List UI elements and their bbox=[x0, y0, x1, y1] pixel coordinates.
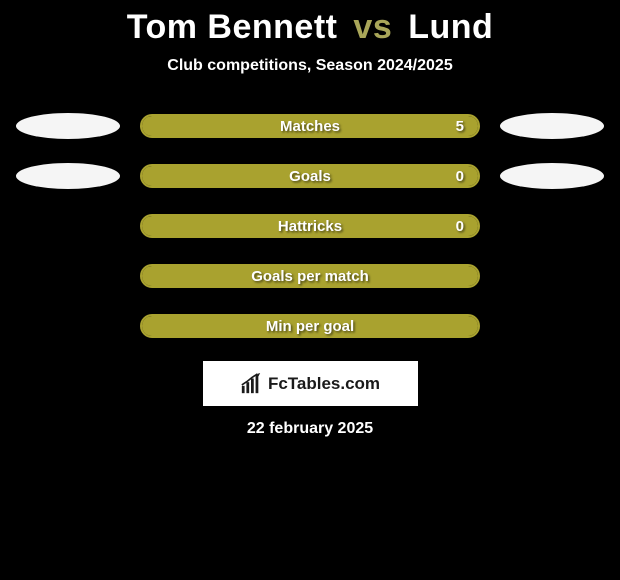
stat-label: Matches bbox=[142, 118, 478, 135]
stat-label: Goals bbox=[142, 168, 478, 185]
stat-bar: Matches5 bbox=[140, 114, 480, 138]
stat-row: Goals0 bbox=[0, 163, 620, 189]
stat-row: Goals per match bbox=[0, 263, 620, 289]
right-ellipse bbox=[500, 163, 604, 189]
stat-bar: Goals per match bbox=[140, 264, 480, 288]
stat-rows: Matches5Goals0Hattricks0Goals per matchM… bbox=[0, 113, 620, 339]
brand-text: FcTables.com bbox=[268, 374, 380, 394]
stat-row: Hattricks0 bbox=[0, 213, 620, 239]
player1-name: Tom Bennett bbox=[127, 8, 338, 46]
stat-row: Matches5 bbox=[0, 113, 620, 139]
stat-label: Min per goal bbox=[142, 318, 478, 335]
stat-bar: Min per goal bbox=[140, 314, 480, 338]
right-ellipse bbox=[500, 113, 604, 139]
stat-bar: Hattricks0 bbox=[140, 214, 480, 238]
stats-infographic: Tom Bennett vs Lund Club competitions, S… bbox=[0, 0, 620, 438]
date-text: 22 february 2025 bbox=[0, 420, 620, 438]
stat-label: Goals per match bbox=[142, 268, 478, 285]
brand-box: FcTables.com bbox=[203, 361, 418, 406]
stat-row: Min per goal bbox=[0, 313, 620, 339]
left-ellipse bbox=[16, 113, 120, 139]
stat-value: 0 bbox=[456, 218, 464, 235]
player2-name: Lund bbox=[408, 8, 493, 46]
stat-value: 0 bbox=[456, 168, 464, 185]
stat-value: 5 bbox=[456, 118, 464, 135]
stat-label: Hattricks bbox=[142, 218, 478, 235]
stat-bar: Goals0 bbox=[140, 164, 480, 188]
subtitle: Club competitions, Season 2024/2025 bbox=[0, 57, 620, 75]
page-title: Tom Bennett vs Lund bbox=[0, 8, 620, 47]
left-ellipse bbox=[16, 163, 120, 189]
chart-icon bbox=[240, 373, 262, 395]
vs-text: vs bbox=[353, 8, 392, 46]
